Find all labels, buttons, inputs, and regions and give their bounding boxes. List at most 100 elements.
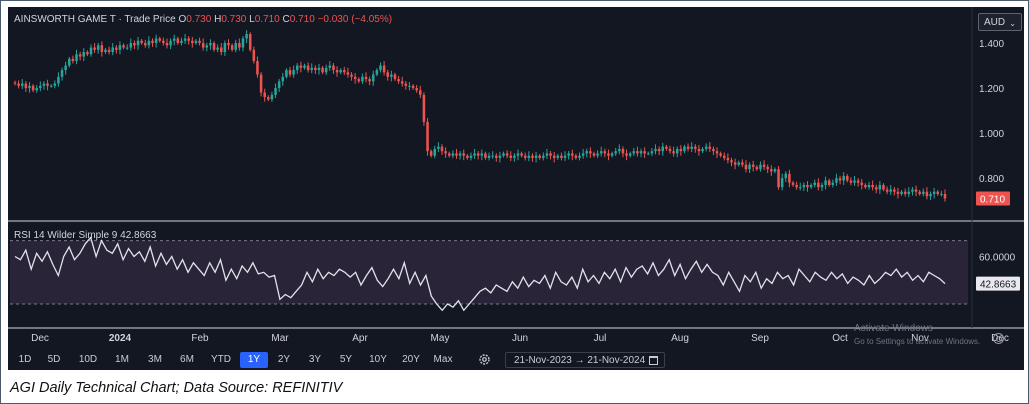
candle-body[interactable] [183, 38, 187, 41]
candle-body[interactable] [35, 88, 38, 91]
candle-body[interactable] [668, 148, 672, 152]
candle-body[interactable] [925, 191, 929, 197]
candle-body[interactable] [632, 151, 636, 154]
timeframe-button-20y[interactable]: 20Y [402, 354, 420, 365]
timeframe-button-ytd[interactable]: YTD [211, 354, 231, 365]
candle-body[interactable] [943, 193, 947, 199]
candle-body[interactable] [426, 121, 429, 152]
candle-body[interactable] [614, 151, 617, 154]
candle-body[interactable] [835, 178, 838, 183]
candle-body[interactable] [122, 45, 125, 48]
candle-body[interactable] [694, 146, 697, 149]
candle-body[interactable] [607, 153, 610, 156]
candle-body[interactable] [766, 166, 769, 170]
candle-body[interactable] [484, 153, 487, 158]
candle-body[interactable] [172, 38, 176, 41]
candle-body[interactable] [534, 155, 538, 158]
candle-body[interactable] [353, 76, 357, 80]
candle-body[interactable] [390, 74, 393, 77]
candle-body[interactable] [545, 153, 549, 156]
candle-body[interactable] [549, 153, 552, 156]
timeframe-button-6m[interactable]: 6M [180, 354, 194, 365]
candle-body[interactable] [853, 180, 856, 183]
candle-body[interactable] [856, 180, 860, 183]
candle-body[interactable] [100, 45, 104, 53]
candle-body[interactable] [201, 43, 205, 48]
candle-body[interactable] [560, 155, 563, 158]
candle-body[interactable] [82, 52, 86, 57]
candle-body[interactable] [324, 67, 328, 73]
candle-body[interactable] [20, 83, 24, 86]
candle-body[interactable] [144, 43, 147, 46]
candle-body[interactable] [896, 191, 900, 194]
candle-body[interactable] [592, 153, 596, 156]
candle-body[interactable] [397, 79, 400, 82]
candle-body[interactable] [603, 151, 607, 154]
candle-body[interactable] [310, 67, 313, 71]
candle-body[interactable] [733, 162, 737, 165]
currency-selector[interactable]: AUD ⌄ [978, 13, 1022, 31]
candle-body[interactable] [820, 184, 824, 188]
candle-body[interactable] [263, 92, 266, 98]
candle-body[interactable] [444, 151, 447, 154]
candle-body[interactable] [292, 70, 295, 75]
candle-body[interactable] [68, 58, 71, 66]
candle-body[interactable] [636, 151, 639, 154]
candle-body[interactable] [639, 151, 643, 154]
candle-body[interactable] [147, 40, 151, 46]
candle-body[interactable] [270, 94, 274, 100]
candle-body[interactable] [523, 155, 527, 158]
candle-body[interactable] [451, 153, 455, 156]
candle-body[interactable] [408, 85, 411, 87]
candle-body[interactable] [838, 178, 842, 181]
candle-body[interactable] [929, 193, 932, 197]
candle-body[interactable] [708, 146, 712, 149]
candle-body[interactable] [773, 169, 777, 172]
candle-body[interactable] [686, 146, 690, 149]
candle-body[interactable] [248, 34, 252, 50]
candle-body[interactable] [918, 191, 921, 194]
timeframe-button-2y[interactable]: 2Y [277, 354, 291, 365]
candle-body[interactable] [328, 65, 332, 68]
candle-body[interactable] [133, 43, 136, 46]
candle-body[interactable] [129, 43, 133, 48]
candle-body[interactable] [675, 148, 679, 154]
candle-body[interactable] [332, 65, 335, 71]
candle-body[interactable] [791, 182, 795, 185]
candle-body[interactable] [393, 74, 397, 80]
candle-body[interactable] [473, 153, 476, 156]
candle-body[interactable] [643, 151, 646, 154]
timeframe-button-5d[interactable]: 5D [47, 354, 61, 365]
candle-body[interactable] [657, 148, 661, 152]
candle-body[interactable] [31, 85, 35, 91]
candle-body[interactable] [469, 155, 473, 158]
candle-body[interactable] [672, 151, 675, 154]
candle-body[interactable] [748, 164, 751, 170]
candle-body[interactable] [440, 146, 444, 152]
candle-body[interactable] [874, 187, 878, 190]
candle-body[interactable] [730, 160, 733, 163]
candle-body[interactable] [527, 155, 531, 158]
candle-body[interactable] [386, 72, 389, 77]
candle-body[interactable] [531, 155, 534, 158]
candle-body[interactable] [162, 40, 165, 44]
candle-body[interactable] [198, 40, 201, 44]
candle-body[interactable] [491, 155, 494, 157]
candle-body[interactable] [770, 169, 773, 172]
candle-body[interactable] [259, 74, 263, 93]
candle-body[interactable] [860, 182, 864, 185]
candle-body[interactable] [274, 88, 277, 95]
candle-body[interactable] [24, 83, 28, 89]
candle-body[interactable] [556, 155, 560, 158]
candle-body[interactable] [538, 155, 541, 158]
candle-body[interactable] [585, 151, 589, 154]
candle-body[interactable] [647, 153, 650, 155]
candle-body[interactable] [169, 40, 172, 46]
candle-body[interactable] [719, 153, 722, 156]
candle-body[interactable] [867, 184, 871, 188]
settings-icon[interactable] [993, 333, 1004, 344]
candle-body[interactable] [42, 83, 46, 86]
candle-body[interactable] [415, 88, 418, 91]
candle-body[interactable] [241, 38, 245, 48]
candle-body[interactable] [574, 155, 578, 158]
